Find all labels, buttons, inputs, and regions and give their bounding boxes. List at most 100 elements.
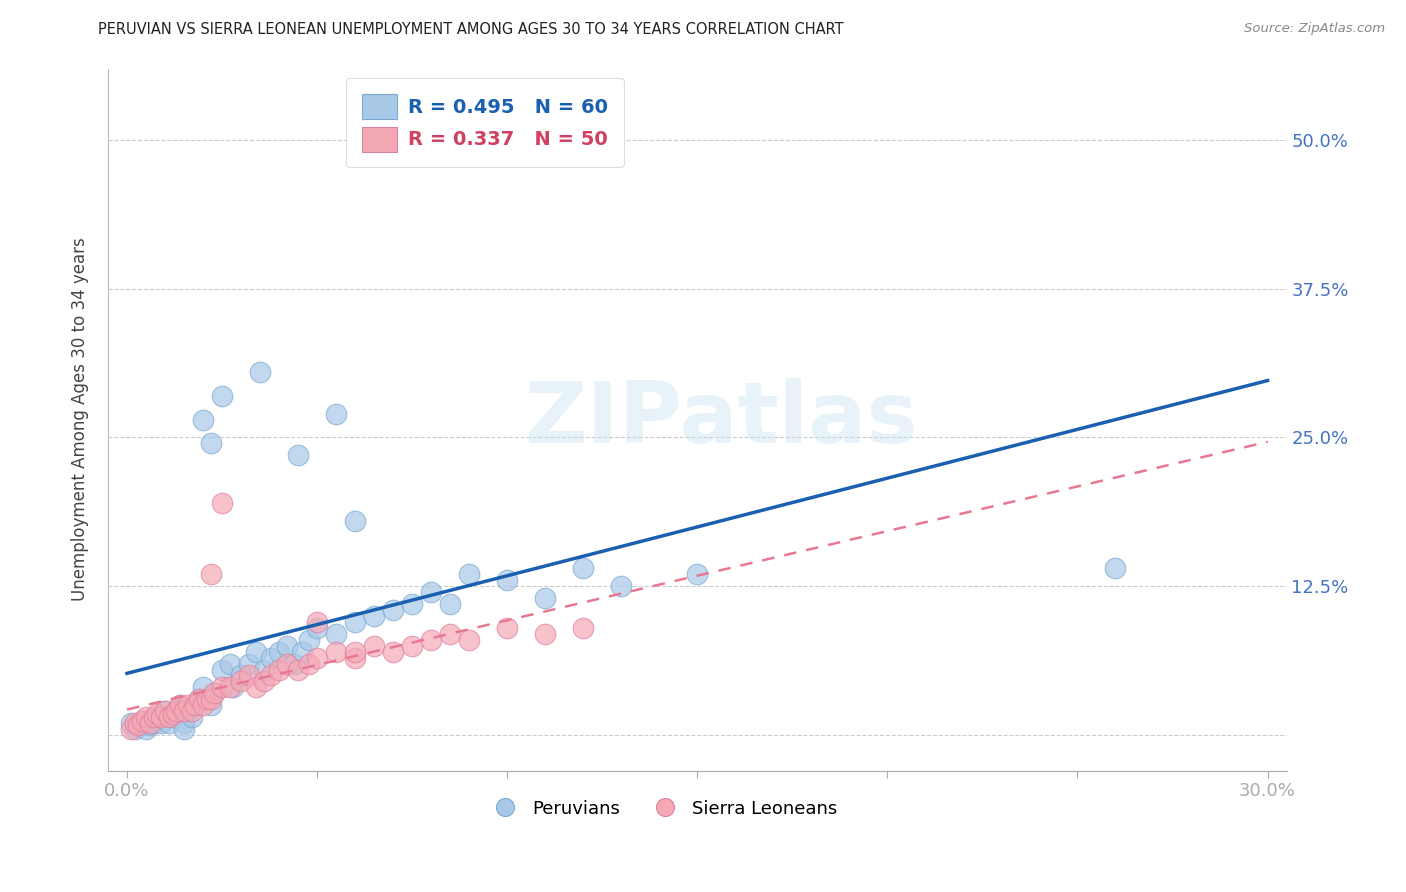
- Point: [229, 668, 252, 682]
- Point: [439, 627, 461, 641]
- Point: [534, 627, 557, 641]
- Point: [188, 692, 211, 706]
- Point: [1104, 561, 1126, 575]
- Point: [173, 716, 195, 731]
- Point: [184, 698, 207, 713]
- Point: [211, 681, 233, 695]
- Point: [534, 591, 557, 606]
- Point: [204, 686, 226, 700]
- Point: [283, 657, 305, 671]
- Point: [325, 627, 347, 641]
- Point: [325, 407, 347, 421]
- Text: PERUVIAN VS SIERRA LEONEAN UNEMPLOYMENT AMONG AGES 30 TO 34 YEARS CORRELATION CH: PERUVIAN VS SIERRA LEONEAN UNEMPLOYMENT …: [98, 22, 844, 37]
- Point: [195, 692, 218, 706]
- Point: [180, 704, 202, 718]
- Point: [298, 657, 321, 671]
- Point: [191, 681, 214, 695]
- Point: [382, 645, 405, 659]
- Point: [287, 448, 309, 462]
- Point: [146, 710, 169, 724]
- Point: [173, 722, 195, 736]
- Point: [169, 698, 191, 713]
- Point: [157, 710, 180, 724]
- Point: [218, 681, 240, 695]
- Point: [177, 704, 200, 718]
- Point: [439, 597, 461, 611]
- Point: [200, 698, 222, 713]
- Point: [344, 645, 367, 659]
- Point: [229, 674, 252, 689]
- Point: [260, 650, 283, 665]
- Point: [120, 716, 142, 731]
- Point: [298, 632, 321, 647]
- Point: [307, 621, 329, 635]
- Point: [458, 632, 481, 647]
- Y-axis label: Unemployment Among Ages 30 to 34 years: Unemployment Among Ages 30 to 34 years: [72, 238, 89, 601]
- Point: [131, 714, 153, 728]
- Point: [127, 718, 149, 732]
- Point: [276, 639, 298, 653]
- Point: [276, 657, 298, 671]
- Point: [131, 714, 153, 728]
- Point: [150, 710, 173, 724]
- Point: [325, 645, 347, 659]
- Point: [496, 621, 519, 635]
- Point: [200, 567, 222, 582]
- Point: [401, 597, 423, 611]
- Point: [211, 496, 233, 510]
- Point: [307, 650, 329, 665]
- Point: [267, 663, 290, 677]
- Point: [195, 692, 218, 706]
- Point: [177, 698, 200, 713]
- Point: [162, 710, 184, 724]
- Point: [382, 603, 405, 617]
- Point: [191, 412, 214, 426]
- Point: [401, 133, 423, 147]
- Point: [162, 706, 184, 721]
- Point: [401, 639, 423, 653]
- Point: [135, 710, 157, 724]
- Point: [139, 716, 162, 731]
- Point: [200, 436, 222, 450]
- Point: [146, 706, 169, 721]
- Point: [307, 615, 329, 629]
- Point: [496, 574, 519, 588]
- Point: [165, 704, 187, 718]
- Point: [180, 710, 202, 724]
- Point: [572, 561, 595, 575]
- Point: [142, 710, 165, 724]
- Legend: Peruvians, Sierra Leoneans: Peruvians, Sierra Leoneans: [479, 792, 845, 825]
- Point: [211, 389, 233, 403]
- Point: [188, 692, 211, 706]
- Point: [344, 650, 367, 665]
- Point: [124, 716, 146, 731]
- Point: [218, 657, 240, 671]
- Point: [222, 681, 245, 695]
- Point: [291, 645, 314, 659]
- Point: [245, 645, 267, 659]
- Point: [253, 674, 276, 689]
- Point: [344, 514, 367, 528]
- Point: [245, 681, 267, 695]
- Point: [686, 567, 709, 582]
- Point: [139, 718, 162, 732]
- Point: [153, 704, 176, 718]
- Point: [200, 692, 222, 706]
- Point: [184, 698, 207, 713]
- Point: [238, 668, 260, 682]
- Point: [572, 621, 595, 635]
- Point: [267, 645, 290, 659]
- Point: [124, 722, 146, 736]
- Text: Source: ZipAtlas.com: Source: ZipAtlas.com: [1244, 22, 1385, 36]
- Point: [165, 704, 187, 718]
- Point: [153, 704, 176, 718]
- Point: [135, 722, 157, 736]
- Point: [260, 668, 283, 682]
- Point: [610, 579, 633, 593]
- Point: [287, 663, 309, 677]
- Text: ZIPatlas: ZIPatlas: [524, 378, 918, 461]
- Point: [249, 365, 271, 379]
- Point: [420, 632, 443, 647]
- Point: [150, 716, 173, 731]
- Point: [142, 716, 165, 731]
